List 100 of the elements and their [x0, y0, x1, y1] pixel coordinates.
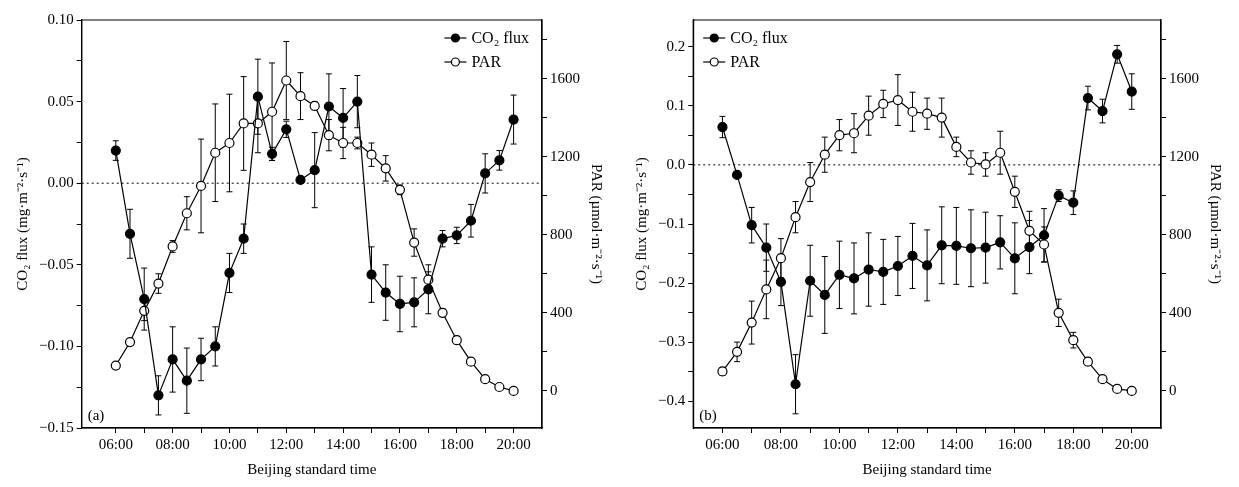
point: [746, 317, 757, 328]
point: [995, 237, 1006, 248]
y2-tick-label: 1600: [550, 69, 580, 86]
point: [790, 379, 801, 390]
point: [819, 149, 830, 160]
point: [761, 242, 772, 253]
legend-label: PAR: [471, 53, 502, 71]
point: [1038, 239, 1050, 250]
point: [451, 230, 462, 241]
point: [508, 114, 519, 125]
y-tick-label: 0.00: [47, 174, 74, 191]
point: [892, 94, 903, 106]
y-tick-label: −0.3: [657, 333, 686, 350]
point: [252, 91, 263, 102]
point: [210, 341, 221, 352]
point: [922, 260, 933, 271]
point: [746, 220, 757, 231]
x-axis-title: Beijing standard time: [862, 460, 993, 477]
point: [980, 159, 991, 170]
x-tick-label: 20:00: [496, 435, 531, 452]
point: [124, 337, 136, 348]
y2-tick-label: 0: [1169, 381, 1177, 398]
y2-tick-label: 800: [1169, 225, 1192, 242]
point: [848, 128, 860, 139]
legend-label: CO₂ flux: [471, 29, 529, 47]
y2-axis-title: PAR (µmol·m⁻²·s⁻¹): [588, 163, 606, 285]
point: [892, 260, 903, 272]
point: [1097, 374, 1108, 385]
point: [352, 96, 363, 107]
point: [323, 101, 334, 112]
y2-tick-label: 400: [1169, 303, 1192, 320]
x-axis-title: Beijing standard time: [247, 460, 377, 477]
x-tick-label: 10:00: [212, 435, 247, 452]
y-axis-title: CO₂ flux (mg·m⁻²·s⁻¹): [632, 157, 650, 291]
point: [848, 273, 860, 284]
y2-tick-label: 400: [550, 303, 573, 320]
point: [775, 276, 787, 288]
point: [338, 137, 349, 149]
point: [409, 237, 420, 248]
point: [805, 176, 816, 188]
point: [775, 253, 787, 264]
point: [878, 266, 889, 277]
y-tick-label: 0.1: [666, 96, 686, 113]
point: [480, 168, 491, 179]
x-tick-label: 18:00: [439, 435, 474, 452]
y2-tick-label: 1200: [550, 147, 580, 164]
point: [1112, 383, 1123, 395]
point: [863, 110, 874, 121]
point: [295, 174, 306, 186]
annotation: (a): [87, 407, 105, 424]
point: [1024, 241, 1035, 253]
x-tick-label: 08:00: [155, 435, 190, 452]
point: [366, 269, 377, 280]
point: [494, 381, 505, 393]
point: [951, 240, 962, 251]
point: [124, 228, 136, 239]
x-tick-label: 06:00: [98, 435, 133, 452]
point: [922, 108, 933, 119]
y-axis-title: CO₂ flux (mg·m⁻²·s⁻¹): [13, 157, 31, 291]
point: [805, 275, 816, 286]
point: [423, 284, 434, 295]
point: [153, 390, 164, 401]
point: [1024, 225, 1035, 236]
y2-tick-label: 1200: [1169, 147, 1199, 164]
point: [1053, 307, 1064, 318]
point: [409, 297, 420, 308]
point: [936, 112, 947, 123]
point: [1009, 186, 1020, 197]
x-tick-label: 14:00: [939, 435, 974, 452]
point: [1082, 92, 1094, 104]
point: [366, 149, 377, 160]
point: [819, 289, 830, 301]
point: [834, 269, 845, 280]
x-tick-label: 16:00: [382, 435, 418, 452]
point: [295, 91, 306, 102]
point: [790, 212, 801, 223]
point: [394, 298, 406, 310]
point: [323, 130, 334, 141]
point: [238, 118, 249, 129]
y-tick-label: −0.2: [657, 274, 686, 291]
point: [380, 163, 391, 174]
y-tick-label: 0.0: [666, 155, 686, 172]
point: [965, 157, 977, 168]
y-tick-label: 0.10: [47, 10, 74, 27]
point: [181, 208, 192, 219]
point: [980, 242, 991, 253]
point: [508, 385, 519, 397]
x-tick-label: 08:00: [763, 435, 799, 452]
point: [494, 155, 505, 166]
y-tick-label: −0.05: [38, 255, 74, 272]
x-tick-label: 16:00: [997, 435, 1032, 452]
point: [465, 215, 477, 226]
y-tick-label: 0.05: [47, 92, 74, 109]
point: [110, 360, 121, 371]
point: [480, 374, 491, 385]
point: [338, 112, 349, 124]
point: [437, 233, 448, 244]
x-tick-label: 20:00: [1114, 435, 1149, 452]
y-tick-label: −0.4: [657, 392, 686, 409]
point: [195, 180, 207, 192]
